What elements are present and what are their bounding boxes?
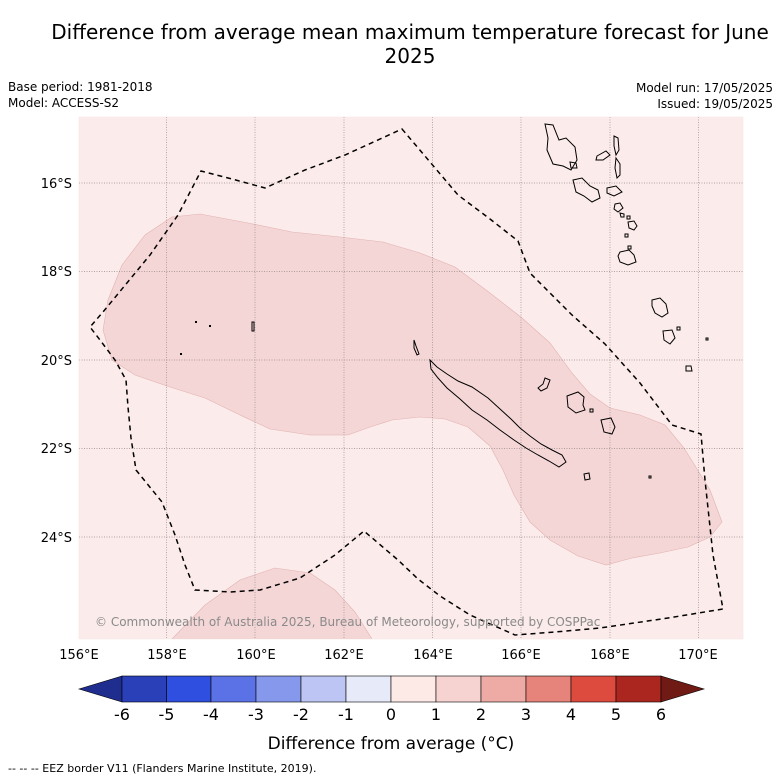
colorbar-tick: 6: [656, 705, 666, 724]
colorbar-swatch: [255, 675, 302, 703]
anomaly-region-1-2-south: [171, 567, 373, 639]
lon-tick-164: 164°E: [413, 648, 453, 663]
issued-date: Issued: 19/05/2025: [657, 97, 773, 111]
belep-islands: [413, 339, 420, 356]
aniwa-island: [676, 326, 681, 331]
lon-tick-170: 170°E: [678, 648, 718, 663]
colorbar-swatch: [210, 675, 257, 703]
anomaly-region-1-2: [102, 213, 723, 566]
colorbar-swatch: [615, 675, 662, 703]
ambae-island: [595, 150, 611, 161]
colorbar-swatch: [435, 675, 482, 703]
lon-tick-158: 158°E: [147, 648, 187, 663]
colorbar-tick: 0: [386, 705, 396, 724]
espiritu-santo-island: [544, 123, 578, 171]
tanna-island: [651, 297, 669, 318]
lat-tick-16: 16°S: [41, 177, 72, 192]
map-title: Difference from average mean maximum tem…: [51, 20, 769, 68]
lifou-island: [566, 391, 586, 414]
colorbar-tick: -4: [203, 705, 219, 724]
model-name: Model: ACCESS-S2: [8, 96, 120, 110]
colorbar-tick: -2: [293, 705, 309, 724]
colorbar-ticks: -6 -5 -4 -3 -2 -1 0 1 2 3 4 5 6: [114, 705, 666, 724]
colorbar-tick: 5: [611, 705, 621, 724]
colorbar-tick: 3: [521, 705, 531, 724]
meta-left: Base period: 1981-2018 Model: ACCESS-S2: [8, 79, 153, 111]
colorbar-swatch: [390, 675, 437, 703]
colorbar-tick: 2: [476, 705, 486, 724]
malekula-island: [572, 177, 601, 203]
lon-tick-168: 168°E: [590, 648, 630, 663]
new-caledonia-island: [429, 358, 567, 468]
colorbar-swatch: [525, 675, 572, 703]
tiga-island: [589, 408, 594, 413]
colorbar-swatch: [345, 675, 392, 703]
matthew-island: [685, 365, 693, 372]
erromango-island: [617, 249, 637, 266]
colorbar-title: Difference from average (°C): [268, 734, 515, 754]
isle-of-pines: [583, 472, 591, 481]
lon-tick-162: 162°E: [324, 648, 364, 663]
walpole-island: [648, 475, 652, 479]
mare-island: [600, 417, 616, 435]
colorbar-min-arrow: [77, 675, 123, 703]
lat-tick-18: 18°S: [41, 265, 72, 280]
map-content: © Commonwealth of Australia 2025, Bureau…: [79, 117, 743, 639]
colorbar-tick: 1: [431, 705, 441, 724]
lon-tick-160: 160°E: [236, 648, 276, 663]
vanuatu-islet-south: [624, 233, 632, 250]
eez-footnote: -- -- -- EEZ border V11 (Flanders Marine…: [8, 762, 317, 775]
colorbar-tick: -6: [114, 705, 130, 724]
colorbar-tick: -1: [338, 705, 354, 724]
latitude-axis: 16°S 18°S 20°S 22°S 24°S: [41, 177, 72, 546]
colorbar-tick: -5: [159, 705, 175, 724]
futuna-island: [705, 337, 709, 341]
colorbar-swatch: [166, 675, 212, 703]
model-run: Model run: 17/05/2025: [635, 81, 773, 95]
gridlines: [79, 117, 743, 639]
base-period: Base period: 1981-2018: [8, 80, 153, 94]
longitude-axis: 156°E 158°E 160°E 162°E 164°E 166°E 168°…: [59, 648, 718, 663]
vanuatu-islet-shepherd: [619, 212, 631, 220]
colorbar: [77, 675, 706, 703]
lat-tick-24: 24°S: [41, 531, 72, 546]
lat-tick-22: 22°S: [41, 442, 72, 457]
colorbar-max-arrow: [660, 675, 706, 703]
maewo-island: [613, 135, 620, 157]
lat-tick-20: 20°S: [41, 354, 72, 369]
ouvea-island: [537, 377, 551, 392]
copyright-notice: © Commonwealth of Australia 2025, Bureau…: [95, 615, 600, 629]
aneityum-island: [662, 329, 676, 345]
colorbar-tick: -3: [248, 705, 264, 724]
lon-tick-156: 156°E: [59, 648, 99, 663]
vanuatu-islet-malo: [569, 161, 578, 169]
ambrym-island: [606, 185, 623, 197]
colorbar-swatch: [570, 675, 617, 703]
colorbar-tick: 4: [566, 705, 576, 724]
efate-island: [627, 220, 638, 231]
lon-tick-166: 166°E: [501, 648, 541, 663]
colorbar-swatch: [300, 675, 347, 703]
map-frame: [78, 116, 744, 640]
eez-border: [89, 128, 724, 636]
meta-right: Model run: 17/05/2025 Issued: 19/05/2025: [636, 80, 773, 112]
colorbar-swatch: [121, 675, 167, 703]
pentecost-island: [614, 156, 621, 180]
colorbar-swatch: [480, 675, 527, 703]
chesterfield-islet-1: [251, 321, 255, 332]
epi-island: [613, 202, 624, 213]
